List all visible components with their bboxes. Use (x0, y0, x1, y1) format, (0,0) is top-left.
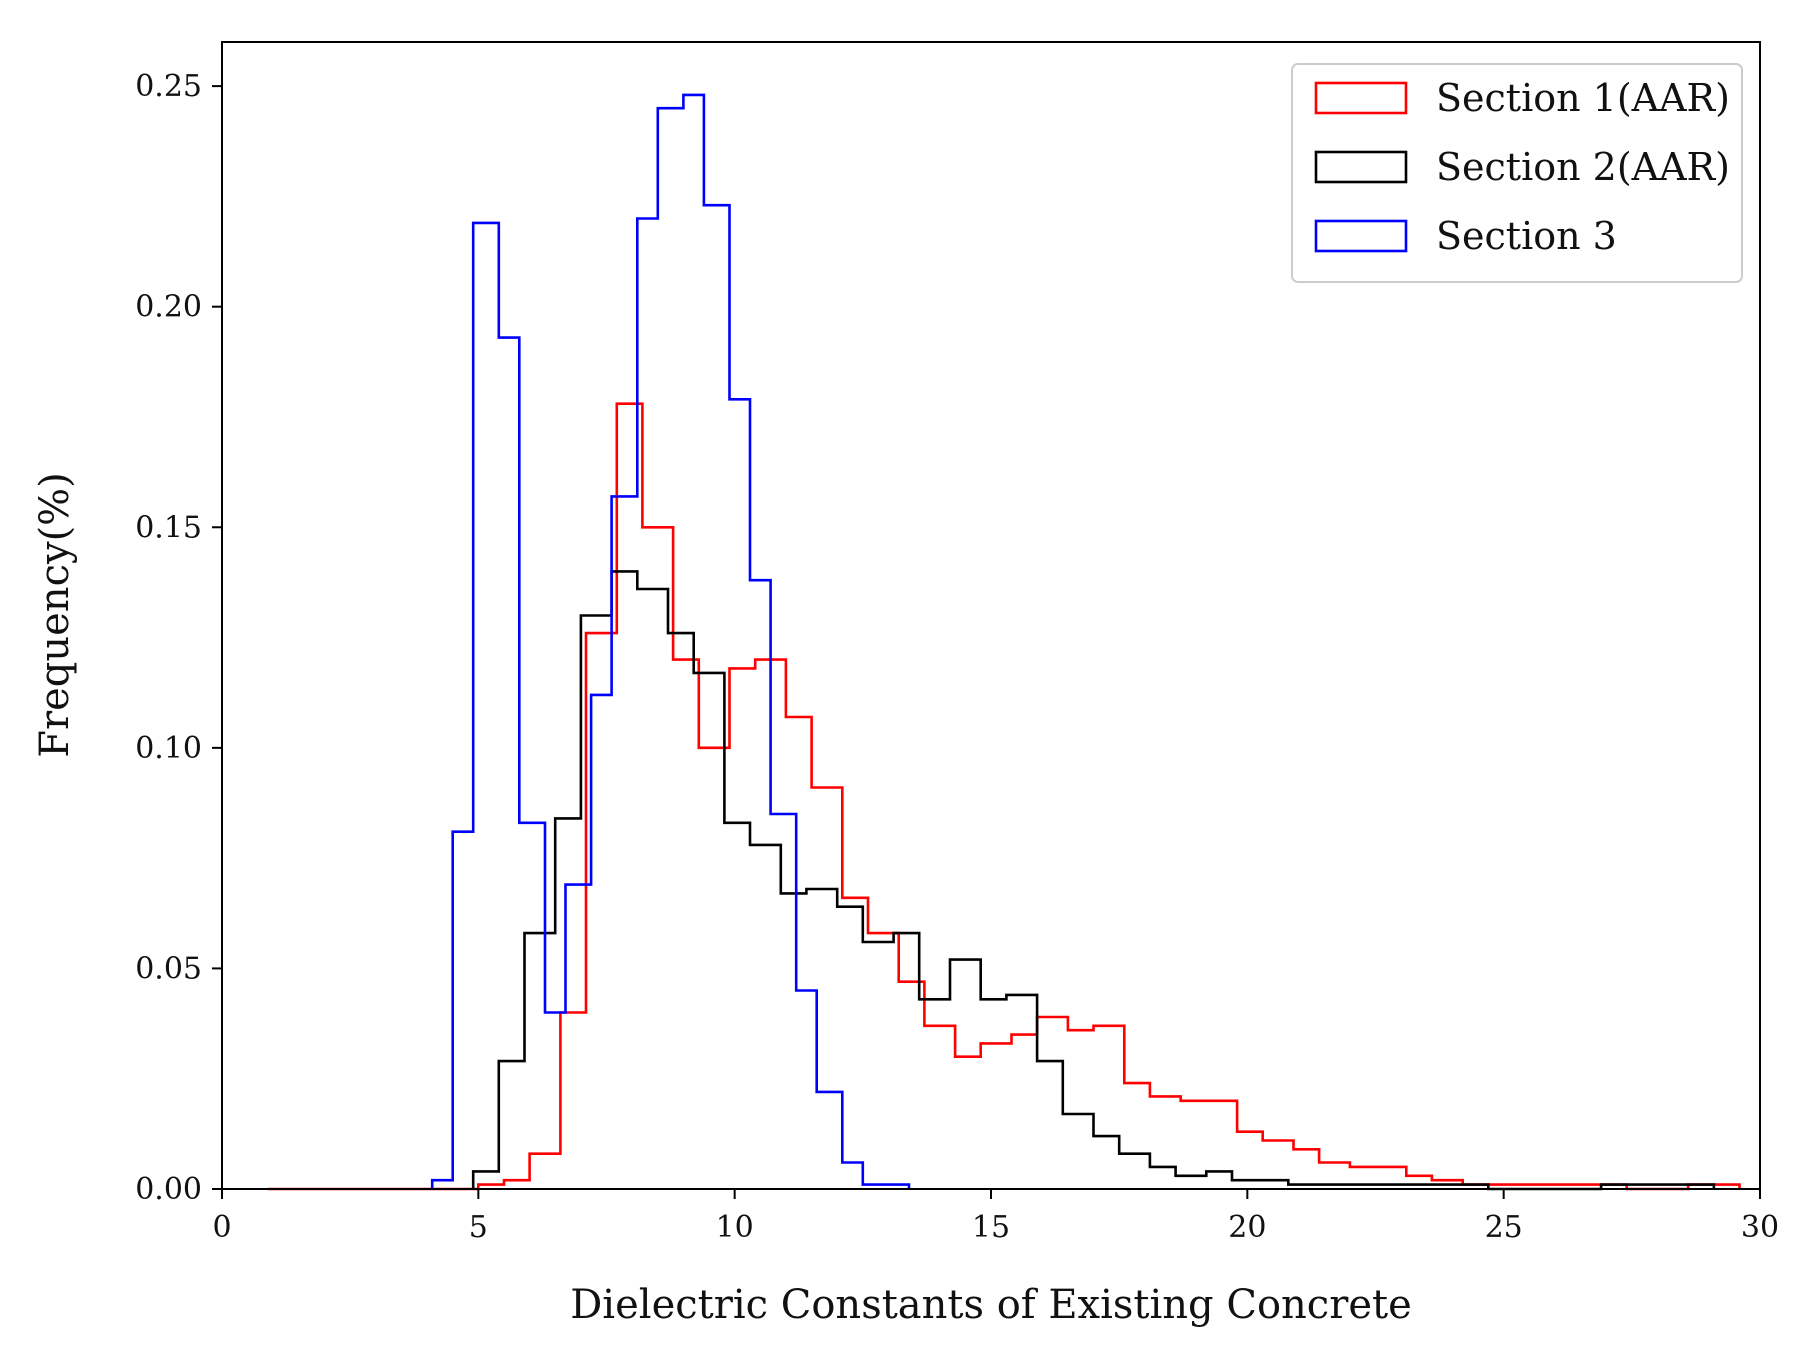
x-tick-label: 10 (716, 1210, 754, 1245)
legend: Section 1(AAR) Section 2(AAR) Section 3 (1291, 63, 1743, 283)
x-tick-label: 30 (1741, 1210, 1779, 1245)
legend-swatch-series-1 (1314, 81, 1408, 115)
y-tick-label: 0.05 (135, 951, 202, 986)
y-tick-label: 0.25 (135, 69, 202, 104)
legend-swatch-series-2 (1314, 150, 1408, 184)
y-axis-title: Frequency(%) (32, 472, 78, 758)
legend-label-series-3: Section 3 (1436, 214, 1617, 258)
series-2-step-line (471, 570, 1716, 1191)
x-tick-label: 20 (1228, 1210, 1266, 1245)
legend-label-series-2: Section 2(AAR) (1436, 145, 1730, 189)
x-axis-title: Dielectric Constants of Existing Concret… (570, 1282, 1412, 1328)
y-axis: 0.00 0.05 0.10 0.15 0.20 0.25 (135, 69, 222, 1207)
legend-label-series-1: Section 1(AAR) (1436, 76, 1730, 120)
legend-swatch-series-3 (1314, 219, 1408, 253)
series-layer (268, 93, 1741, 1191)
x-tick-label: 25 (1485, 1210, 1523, 1245)
y-tick-label: 0.00 (135, 1172, 202, 1207)
x-axis: 0 5 10 15 20 25 30 (212, 1189, 1779, 1245)
y-tick-label: 0.10 (135, 731, 202, 766)
y-tick-label: 0.15 (135, 510, 202, 545)
series-1-step-line (268, 402, 1741, 1191)
x-tick-label: 15 (972, 1210, 1010, 1245)
x-tick-label: 0 (212, 1210, 231, 1245)
legend-frame (1291, 63, 1743, 283)
series-3-step-line (430, 93, 911, 1189)
x-tick-label: 5 (469, 1210, 488, 1245)
y-tick-label: 0.20 (135, 290, 202, 325)
